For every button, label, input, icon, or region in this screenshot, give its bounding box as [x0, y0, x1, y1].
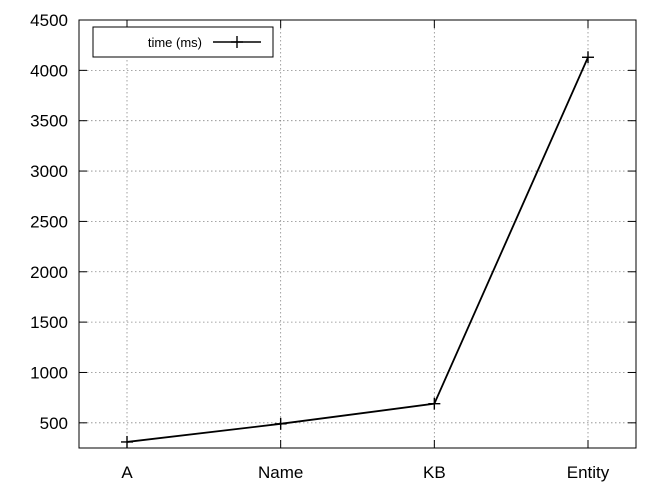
x-axis-tick-labels: A Name KB Entity	[121, 463, 609, 482]
grid-lines	[79, 19, 636, 448]
y-tick-label: 4000	[30, 61, 68, 80]
y-tick-label: 2000	[30, 263, 68, 282]
data-point-marker	[428, 397, 441, 410]
y-tick-label: 2500	[30, 212, 68, 231]
data-point-marker	[274, 417, 287, 430]
x-tick-label: Name	[258, 463, 303, 482]
x-tick-label: A	[121, 463, 133, 482]
data-point-marker	[121, 435, 133, 448]
x-tick-label: Entity	[567, 463, 610, 482]
y-tick-label: 4500	[30, 11, 68, 30]
legend: time (ms)	[92, 26, 274, 58]
y-axis-tick-labels: 500 1000 1500 2000 2500 3000 3500 4000 4500	[30, 11, 68, 433]
y-tick-label: 1500	[30, 313, 68, 332]
y-tick-label: 500	[40, 414, 68, 433]
y-tick-label: 3000	[30, 162, 68, 181]
plot-frame	[78, 19, 637, 449]
series-layer	[121, 51, 594, 448]
x-tick-label: KB	[423, 463, 446, 482]
axis-ticks	[79, 19, 636, 448]
y-tick-label: 1000	[30, 363, 68, 382]
data-point-marker	[582, 51, 594, 64]
series-line	[126, 56, 589, 443]
legend-label: time (ms)	[148, 35, 202, 50]
y-tick-label: 3500	[30, 112, 68, 131]
legend-marker-plus	[231, 36, 243, 48]
